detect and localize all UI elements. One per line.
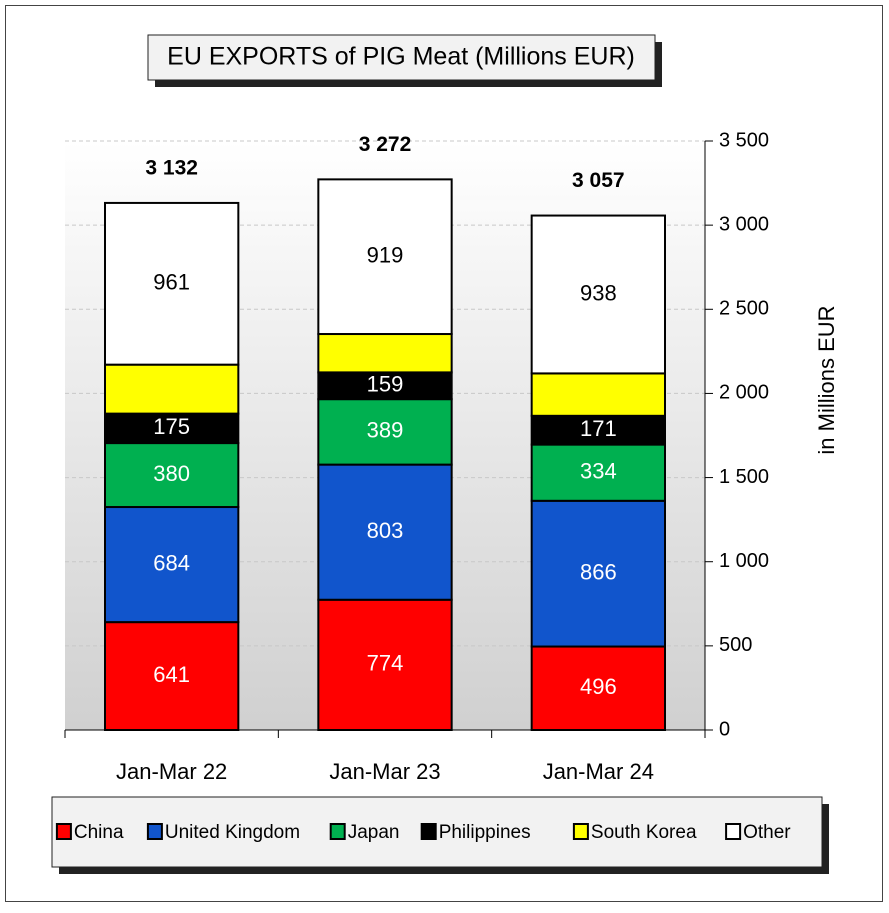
- legend-swatch: [329, 823, 346, 840]
- legend-swatch: [420, 823, 437, 840]
- total-label: 3 057: [572, 169, 625, 192]
- data-label: 866: [580, 559, 617, 584]
- data-label: 389: [367, 418, 404, 443]
- y-tick-label: 2 500: [719, 298, 769, 320]
- total-label: 3 272: [359, 133, 412, 156]
- legend-swatch: [725, 823, 742, 840]
- y-tick-label: 3 000: [719, 213, 769, 235]
- bar-segment: [317, 371, 453, 401]
- bar-segment: [530, 645, 667, 731]
- y-tick-label: 3 500: [719, 129, 769, 151]
- title-box: [147, 34, 656, 81]
- y-tick-label: 0: [719, 718, 730, 740]
- data-label: 774: [367, 651, 404, 676]
- legend-label: China: [74, 822, 124, 843]
- bar-segment: [317, 598, 453, 732]
- data-label: 803: [367, 518, 404, 543]
- data-label: 961: [153, 270, 190, 295]
- data-label: 641: [153, 662, 190, 687]
- x-tick-label: Jan-Mar 23: [329, 759, 440, 784]
- bar-segment: [104, 442, 240, 509]
- y-tick-label: 500: [719, 634, 752, 656]
- data-label: 380: [153, 461, 190, 486]
- bar-segment: [530, 499, 667, 648]
- x-tick-label: Jan-Mar 24: [543, 759, 654, 784]
- y-axis-label: in Millions EUR: [814, 305, 839, 454]
- bar-segment: [530, 214, 667, 375]
- legend-label: Japan: [348, 822, 400, 843]
- y-tick-label: 1 500: [719, 466, 769, 488]
- x-tick-label: Jan-Mar 22: [116, 759, 227, 784]
- legend-label: United Kingdom: [165, 822, 300, 843]
- bar-segment: [104, 363, 240, 415]
- y-tick-label: 2 000: [719, 382, 769, 404]
- bar-segment: [317, 333, 453, 374]
- bar-segment: [317, 178, 453, 336]
- data-label: 159: [367, 372, 404, 397]
- legend-swatch: [55, 823, 72, 840]
- legend-swatch: [146, 823, 163, 840]
- legend-label: Other: [743, 822, 791, 843]
- data-label: 334: [580, 459, 617, 484]
- bar-segment: [530, 372, 667, 417]
- legend-label: Philippines: [439, 822, 531, 843]
- bar-segment: [104, 506, 240, 624]
- data-label: 175: [153, 414, 190, 439]
- data-label: 496: [580, 674, 617, 699]
- legend-box: [51, 796, 823, 868]
- legend-label: South Korea: [591, 822, 697, 843]
- total-label: 3 132: [145, 156, 198, 179]
- chart-title: EU EXPORTS of PIG Meat (Millions EUR): [167, 43, 635, 71]
- data-label: 684: [153, 550, 190, 575]
- data-label: 919: [367, 243, 404, 268]
- bar-segment: [317, 398, 453, 466]
- y-tick-label: 1 000: [719, 550, 769, 572]
- bar-segment: [530, 443, 667, 502]
- data-label: 171: [580, 416, 617, 441]
- bar-segment: [104, 201, 240, 366]
- data-label: 938: [580, 280, 617, 305]
- legend-swatch: [572, 823, 589, 840]
